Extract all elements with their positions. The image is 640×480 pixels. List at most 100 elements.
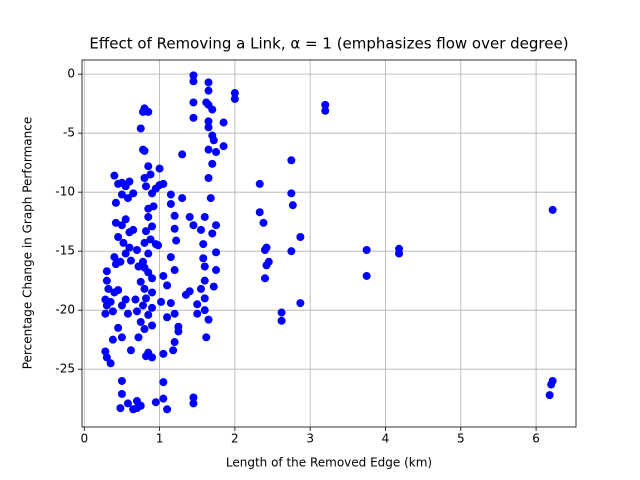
point (136, 317, 145, 326)
point (142, 352, 151, 361)
point (259, 218, 268, 227)
point (166, 190, 175, 199)
point (155, 164, 164, 173)
point (117, 221, 126, 230)
point (200, 262, 209, 271)
point (142, 182, 151, 191)
point (204, 174, 213, 183)
point (219, 142, 228, 151)
point (255, 208, 264, 217)
point (170, 309, 179, 318)
point (114, 286, 123, 295)
point (219, 118, 228, 127)
point (104, 284, 113, 293)
point (140, 238, 149, 247)
point (189, 71, 198, 80)
point (202, 333, 211, 342)
chart-title: Effect of Removing a Link, α = 1 (emphas… (89, 35, 568, 53)
point (277, 316, 286, 325)
point (140, 325, 149, 334)
point (199, 254, 208, 263)
point (148, 353, 157, 362)
point (121, 295, 130, 304)
point (262, 243, 271, 252)
y-tick-label: -25 (55, 362, 75, 376)
point (148, 222, 157, 231)
x-tick-label: 3 (306, 432, 314, 446)
point (260, 274, 269, 283)
point (174, 327, 183, 336)
point (189, 399, 198, 408)
point (121, 249, 130, 258)
x-tick-label: 0 (80, 432, 88, 446)
point (159, 271, 168, 280)
point (288, 201, 297, 210)
point (121, 215, 130, 224)
point (144, 249, 153, 258)
point (144, 268, 153, 277)
y-tick-label: -20 (55, 303, 75, 317)
plot-frame (81, 59, 577, 428)
x-tick-label: 6 (532, 432, 540, 446)
point (108, 307, 117, 316)
point (548, 205, 557, 214)
point (181, 290, 190, 299)
point (146, 170, 155, 179)
point (117, 333, 126, 342)
point (144, 310, 153, 319)
point (189, 113, 198, 122)
point (148, 303, 157, 312)
point (163, 313, 172, 322)
point (395, 249, 404, 258)
point (132, 307, 141, 316)
point (148, 288, 157, 297)
point (172, 236, 181, 245)
point (101, 309, 110, 318)
point (148, 274, 157, 283)
point (200, 276, 209, 285)
point (138, 107, 147, 116)
y-tick-label: -15 (55, 244, 75, 258)
point (208, 159, 217, 168)
point (151, 184, 160, 193)
point (159, 378, 168, 387)
point (545, 391, 554, 400)
point (204, 315, 213, 324)
point (212, 221, 221, 230)
point (362, 271, 371, 280)
point (264, 257, 273, 266)
point (230, 94, 239, 103)
point (166, 199, 175, 208)
point (212, 148, 221, 157)
point (134, 262, 143, 271)
point (140, 284, 149, 293)
point (199, 240, 208, 249)
point (132, 245, 141, 254)
point (126, 346, 135, 355)
x-tick-label: 5 (457, 432, 465, 446)
point (163, 405, 172, 414)
point (159, 179, 168, 188)
y-tick-label: -10 (55, 185, 75, 199)
x-tick-label: 4 (382, 432, 390, 446)
point (111, 218, 120, 227)
point (321, 100, 330, 109)
point (136, 401, 145, 410)
point (136, 124, 145, 133)
point (157, 297, 166, 306)
point (189, 77, 198, 86)
point (140, 146, 149, 155)
point (125, 243, 134, 252)
point (123, 399, 132, 408)
point (209, 282, 218, 291)
point (204, 78, 213, 87)
point (110, 253, 119, 262)
point (108, 335, 117, 344)
point (170, 338, 179, 347)
point (206, 194, 215, 203)
point (110, 171, 119, 180)
point (166, 299, 175, 308)
point (117, 389, 126, 398)
point (102, 276, 111, 285)
